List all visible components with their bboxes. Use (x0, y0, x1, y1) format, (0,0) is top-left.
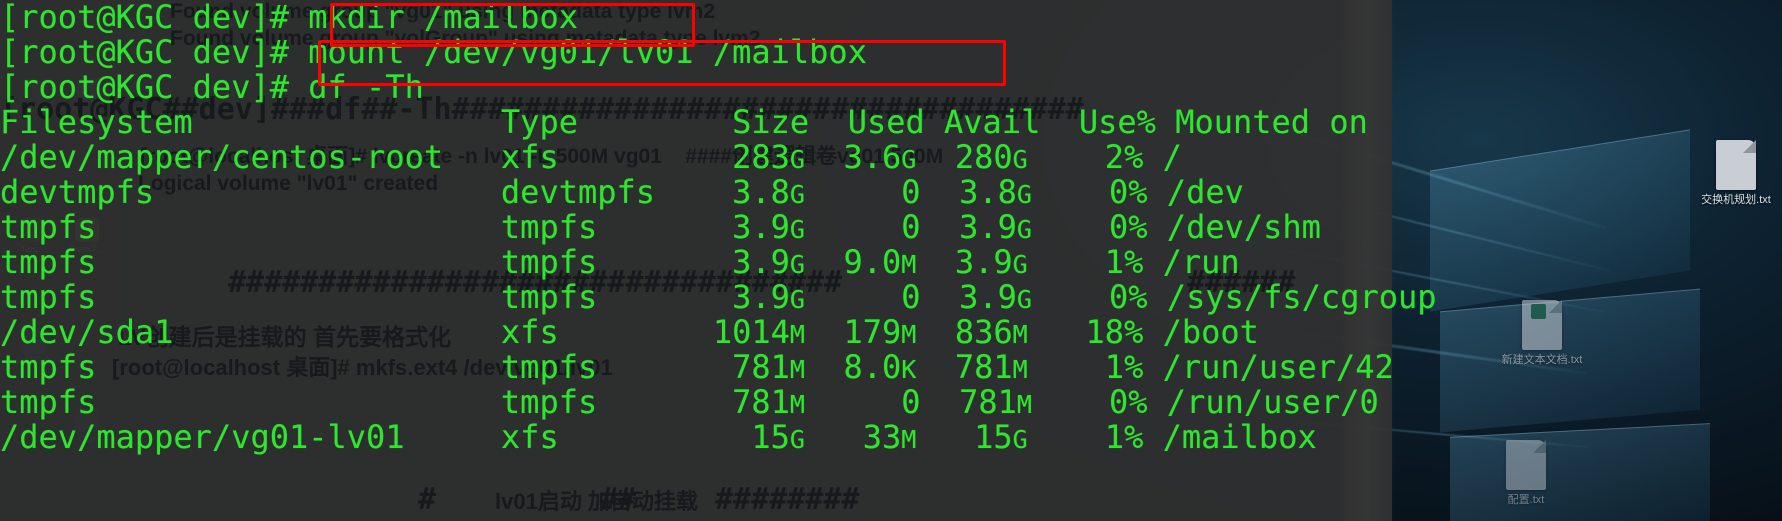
spreadsheet-icon (1522, 300, 1562, 350)
document-icon (1716, 140, 1756, 190)
table-row: tmpfs tmpfs 781M 0 781M 0% /run/user/0 (0, 383, 1379, 421)
terminal-window[interactable] (0, 0, 1392, 521)
table-row: tmpfs tmpfs 3.9G 0 3.9G 0% /dev/shm (0, 208, 1321, 246)
table-row: tmpfs tmpfs 3.9G 9.0M 3.9G 1% /run (0, 243, 1240, 281)
desktop-icon-new-text[interactable]: 新建文本文档.txt (1496, 300, 1588, 367)
table-row: tmpfs tmpfs 781M 8.0K 781M 1% /run/user/… (0, 348, 1394, 386)
table-row: devtmpfs devtmpfs 3.8G 0 3.8G 0% /dev (0, 173, 1244, 211)
terminal-command-line-2: [root@KGC dev]# df -Th (0, 68, 424, 106)
table-header-row: Filesystem Type Size Used Avail Use% Mou… (0, 103, 1368, 141)
terminal-command-line-1: [root@KGC dev]# mount /dev/vg01/lv01 /ma… (0, 33, 867, 71)
desktop-icon-label: 配置.txt (1507, 494, 1545, 506)
desktop-icon-label: 交换机规划.txt (1701, 194, 1771, 206)
terminal-right-edge (1340, 0, 1396, 521)
document-icon (1506, 440, 1546, 490)
desktop-icon-label: 新建文本文档.txt (1501, 354, 1583, 366)
table-row: /dev/mapper/vg01-lv01 xfs 15G 33M 15G 1%… (0, 418, 1317, 456)
table-row: tmpfs tmpfs 3.9G 0 3.9G 0% /sys/fs/cgrou… (0, 278, 1437, 316)
terminal-output: [root@KGC dev]# mkdir /mailbox [root@KGC … (0, 0, 1437, 456)
table-row: /dev/sda1 xfs 1014M 179M 836M 18% /boot (0, 313, 1259, 351)
desktop-icon-switch-plan[interactable]: 交换机规划.txt (1690, 140, 1782, 207)
terminal-command-line-0: [root@KGC dev]# mkdir /mailbox (0, 0, 578, 36)
desktop-icon-config[interactable]: 配置.txt (1480, 440, 1572, 507)
table-row: /dev/mapper/centos-root xfs 283G 3.6G 28… (0, 138, 1182, 176)
